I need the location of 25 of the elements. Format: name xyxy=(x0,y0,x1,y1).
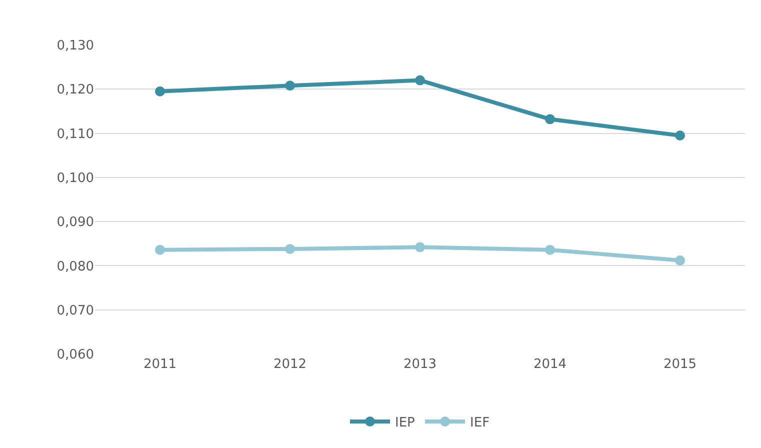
x-tick-label: 2014 xyxy=(533,357,567,372)
point xyxy=(155,86,165,96)
x-tick-label: 2012 xyxy=(273,357,307,372)
legend-label: IEF xyxy=(470,416,490,431)
point xyxy=(675,130,685,140)
point xyxy=(415,75,425,86)
point xyxy=(545,244,555,255)
x-tick-label: 2011 xyxy=(143,357,177,372)
point xyxy=(285,244,295,254)
y-tick-label: 0,090 xyxy=(56,215,94,230)
y-tick-label: 0,070 xyxy=(56,303,94,318)
y-tick-label: 0,100 xyxy=(56,170,94,186)
point xyxy=(675,255,685,266)
x-tick-label: 2015 xyxy=(663,357,697,372)
legend-label: IEP xyxy=(395,416,416,431)
x-tick-label: 2013 xyxy=(403,357,437,372)
y-tick-label: 0,130 xyxy=(56,38,94,54)
point xyxy=(155,244,165,255)
point xyxy=(415,242,425,252)
y-tick-label: 0,110 xyxy=(56,126,94,142)
y-tick-label: 0,120 xyxy=(56,82,94,98)
y-tick-label: 0,060 xyxy=(56,348,94,363)
point xyxy=(545,114,555,124)
point xyxy=(285,80,295,91)
y-tick-label: 0,080 xyxy=(56,259,94,274)
